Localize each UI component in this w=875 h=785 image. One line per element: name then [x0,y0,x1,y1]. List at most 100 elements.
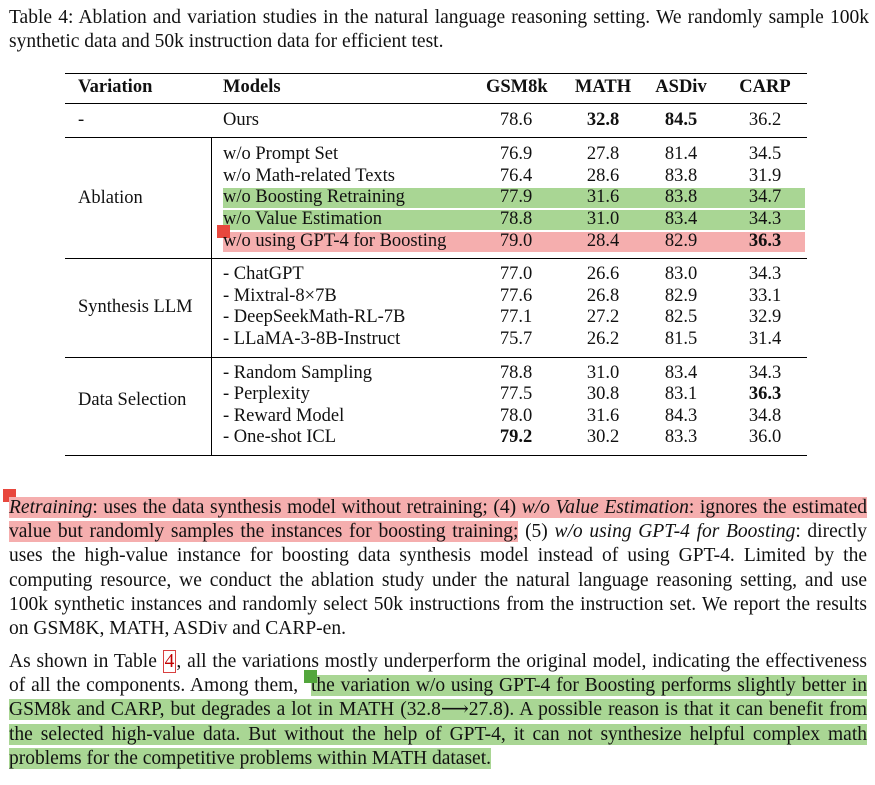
asdiv-value: 84.3 [664,405,698,426]
header-rule [65,102,807,104]
table-row: - Perplexity 77.5 30.8 83.1 36.3 [65,384,807,406]
bottom-rule [65,454,807,456]
model-name: - Perplexity [223,384,310,405]
math-value: 31.6 [586,187,620,208]
gsm8k-value: 79.2 [499,427,533,448]
gsm8k-value: 78.8 [499,362,533,383]
table-row: - LLaMA-3-8B-Instruct 75.7 26.2 81.5 31.… [65,329,807,351]
carp-value: 34.8 [748,405,782,426]
group-separator [211,138,212,259]
gsm8k-value: 76.4 [499,165,533,186]
carp-value: 34.5 [748,144,782,165]
model-name: - One-shot ICL [223,427,337,448]
gsm8k-value: 77.6 [499,285,533,306]
carp-value: 36.3 [748,230,782,251]
ours-gsm8k: 78.6 [499,109,533,130]
header-asdiv: ASDiv [655,77,707,97]
gsm8k-value: 77.1 [499,307,533,328]
table-row: - ChatGPT 77.0 26.6 83.0 34.3 [65,264,807,286]
model-name: w/o Value Estimation [223,208,382,229]
math-value: 31.0 [586,208,620,229]
header-math: MATH [574,77,632,97]
model-name: - DeepSeekMath-RL-7B [223,307,406,328]
ours-variation: - [78,109,85,130]
group-data-selection: Data Selection - Random Sampling 78.8 31… [65,357,807,455]
table-row-highlighted: w/o Boosting Retraining 77.9 31.6 83.8 3… [65,187,807,209]
gsm8k-value: 77.5 [499,384,533,405]
group-synthesis-llm: Synthesis LLM - ChatGPT 77.0 26.6 83.0 3… [65,259,807,357]
model-name: w/o Math-related Texts [223,165,396,186]
paragraph-text: , all the variations mostly underperform… [9,651,867,697]
paragraph-text: (5) [518,521,555,543]
carp-value: 34.3 [748,362,782,383]
table-row-highlighted: w/o Value Estimation 78.8 31.0 83.4 34.3 [65,209,807,231]
model-name: - ChatGPT [223,264,304,285]
gsm8k-value: 77.0 [499,264,533,285]
ours-math: 32.8 [586,109,620,130]
gsm8k-value: 77.9 [499,187,533,208]
ours-model: Ours [223,109,259,130]
carp-value: 34.3 [748,264,782,285]
red-highlight [223,231,805,252]
italic-term: w/o Value Estimation [521,497,689,518]
carp-value: 33.1 [748,285,782,306]
table-row-ours: - Ours 78.6 32.8 84.5 36.2 [65,110,807,132]
header-row: Variation Models GSM8k MATH ASDiv CARP [65,77,807,99]
math-value: 27.2 [586,307,620,328]
math-value: 28.6 [586,165,620,186]
gsm8k-value: 78.8 [499,208,533,229]
header-carp: CARP [739,77,791,97]
asdiv-value: 82.9 [664,230,698,251]
math-value: 28.4 [586,230,620,251]
asdiv-value: 83.1 [664,384,698,405]
table-row: - Random Sampling 78.8 31.0 83.4 34.3 [65,363,807,385]
asdiv-value: 82.5 [664,307,698,328]
paragraph-text: : uses the data synthesis model without … [92,497,522,518]
asdiv-value: 83.8 [664,165,698,186]
table-row: w/o Math-related Texts 76.4 28.6 83.8 31… [65,166,807,188]
table-row: - One-shot ICL 79.2 30.2 83.3 36.0 [65,427,807,449]
math-value: 27.8 [586,144,620,165]
asdiv-value: 83.3 [664,427,698,448]
header-variation: Variation [78,77,153,97]
carp-value: 31.4 [748,328,782,349]
table-caption: Table 4: Ablation and variation studies … [9,7,869,52]
comment-note-icon[interactable] [217,224,230,238]
gsm8k-value: 79.0 [499,230,533,251]
paragraph-text: : directly uses the high-value instance … [9,521,867,640]
group-label: Data Selection [78,389,187,410]
green-highlight [223,188,805,209]
carp-value: 34.7 [748,187,782,208]
model-name: w/o using GPT-4 for Boosting [223,230,447,251]
table-row: - Mixtral-8×7B 77.6 26.8 82.9 33.1 [65,286,807,308]
carp-value: 36.0 [748,427,782,448]
gsm8k-value: 76.9 [499,144,533,165]
group-label: Synthesis LLM [78,297,193,318]
math-value: 30.2 [586,427,620,448]
ours-asdiv: 84.5 [664,109,698,130]
italic-term: w/o using GPT-4 for Boosting [554,521,796,543]
table-row: - Reward Model 78.0 31.6 84.3 34.8 [65,406,807,428]
gsm8k-value: 75.7 [499,328,533,349]
ours-carp: 36.2 [748,109,782,130]
body-paragraph-2: As shown in Table 4, all the variations … [9,650,867,771]
math-value: 26.8 [586,285,620,306]
carp-value: 32.9 [748,307,782,328]
table-reference-link[interactable]: 4 [162,650,177,673]
asdiv-value: 83.4 [664,362,698,383]
math-value: 31.0 [586,362,620,383]
group-rule [65,356,807,358]
results-table: Variation Models GSM8k MATH ASDiv CARP -… [65,73,807,456]
paragraph-text: As shown in Table [9,651,163,672]
comment-note-icon[interactable] [304,670,318,684]
table-row-highlighted: w/o using GPT-4 for Boosting 79.0 28.4 8… [65,224,807,253]
asdiv-value: 83.4 [664,208,698,229]
carp-value: 34.3 [748,208,782,229]
model-name: w/o Prompt Set [223,144,339,165]
math-value: 30.8 [586,384,620,405]
model-name: - LLaMA-3-8B-Instruct [223,328,401,349]
asdiv-value: 81.5 [664,328,698,349]
green-highlight [223,209,805,230]
top-rule [65,73,807,74]
model-name: - Mixtral-8×7B [223,285,337,306]
